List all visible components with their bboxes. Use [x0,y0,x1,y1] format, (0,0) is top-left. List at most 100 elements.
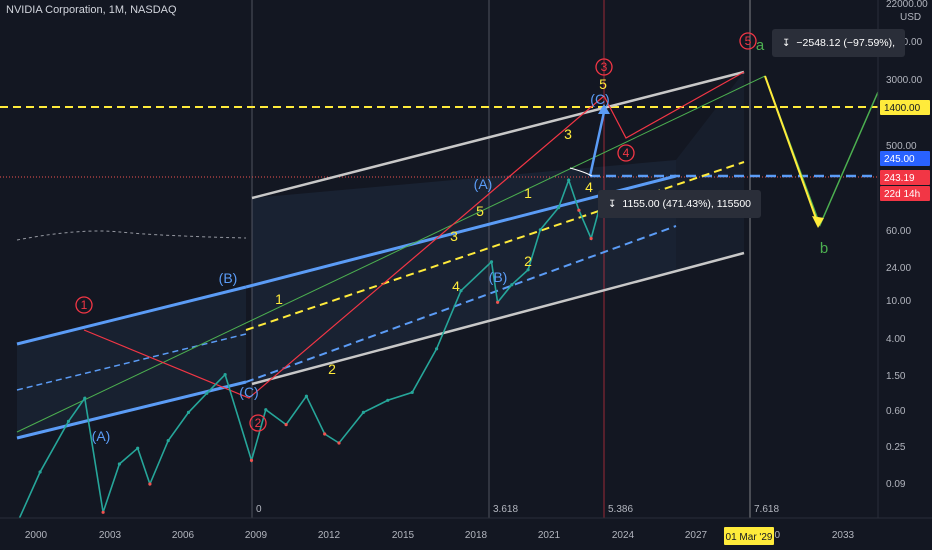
price-point [435,347,439,351]
time-tick: 2024 [612,530,635,541]
old-top-dotted [16,230,247,241]
wave-label: 3 [450,228,458,244]
fib-time-label: 3.618 [493,504,518,515]
price-point [83,396,87,400]
measure-text: −2548.12 (−97.59%), [796,37,896,49]
price-tick: 60.00 [886,226,911,237]
channel-top-left [16,285,247,346]
wave-label: 5 [745,34,752,48]
measure-tooltip-top: ↧ −2548.12 (−97.59%), [772,29,906,57]
projection-blue [588,111,606,177]
price-badge-bg [880,170,930,185]
current-arc [569,167,593,177]
price-point [304,394,308,398]
wave-label: 3 [564,126,572,142]
price-point [589,236,593,241]
price-tick: 500.00 [886,141,917,152]
wave-label: 3 [601,60,608,74]
price-point [410,390,414,394]
wave-circle [75,296,93,314]
price-tick: 22000.00 [886,0,928,10]
wave-circle [249,414,267,432]
time-cursor-label: 01 Mar '29 [726,532,773,543]
wave-label: 2 [255,416,262,430]
price-badge: 243.19 [884,173,915,184]
price-point [186,410,191,414]
price-badge-bg [880,100,930,115]
price-point [38,470,42,474]
channel-white-top [251,70,745,200]
price-point [205,391,209,395]
price-badge: 1400.00 [884,103,921,114]
price-point [148,482,152,486]
wave-label: 2 [328,361,336,377]
price-point [489,260,494,264]
wave-label: (A) [92,428,111,444]
price-point [223,373,227,377]
channel-fill-mid [252,160,676,384]
price-series-line [10,177,606,536]
price-tick: 0.09 [886,479,906,490]
price-point [337,441,341,445]
fib-time-label: 5.386 [608,504,633,515]
wave-circle [739,32,757,50]
wave-label: 4 [452,278,460,294]
wave-label: (A) [474,176,493,192]
measure-tooltip-lower: ↧ 1155.00 (471.43%), 115500 [598,190,762,218]
wave-circle [595,58,613,76]
wave-label: b [820,240,828,257]
trendline-green [16,75,766,433]
price-tick: 4.00 [886,334,906,345]
price-point [166,439,170,443]
price-tick: 10.00 [886,296,911,307]
measure-icon: ↧ [608,199,617,210]
price-point [264,408,268,412]
price-point [361,410,365,414]
wave-label: (B) [489,269,508,285]
price-badge-bg [880,186,930,201]
price-point [101,510,105,514]
price-badge: 22d 14h [884,189,920,200]
time-tick: 2009 [245,530,268,541]
chart-title: NVIDIA Corporation, 1M, NASDAQ [6,4,177,16]
price-point [538,228,542,232]
price-tick: 0.60 [886,406,906,417]
price-point [284,423,288,427]
wave-label: 5 [476,203,484,219]
fib-time-label: 7.618 [754,504,779,515]
time-tick: 2027 [685,530,708,541]
currency-label: USD [900,12,921,23]
time-tick: 2021 [538,530,561,541]
wave-label: 1 [275,291,283,307]
price-point [249,458,254,462]
measure-text: 1155.00 (471.43%), 115500 [622,198,752,210]
wave-label: 5 [599,76,607,92]
price-point [459,289,463,293]
time-axis-bg [0,518,932,550]
price-point [66,419,71,423]
time-tick: 2003 [99,530,122,541]
price-point [577,208,581,212]
time-tick: 2015 [392,530,415,541]
price-point [117,462,121,466]
price-point [567,178,571,182]
time-tick: 2012 [318,530,341,541]
price-point [386,398,390,402]
wave-label: (C) [590,91,609,107]
wave-label: 1 [524,185,532,201]
price-point [510,283,514,287]
projection-yellow-arrow [812,216,824,228]
time-tick: 2000 [25,530,48,541]
price-tick: 3000.00 [886,75,923,86]
price-tick: 0.25 [886,442,906,453]
time-cursor-bg [724,527,774,545]
time-tick: 2033 [832,530,855,541]
price-point [323,432,327,436]
wave-label: (B) [219,270,238,286]
price-point [136,446,140,450]
wave-label: 4 [623,146,630,160]
price-badge: 245.00 [884,154,915,165]
price-point [496,300,500,304]
